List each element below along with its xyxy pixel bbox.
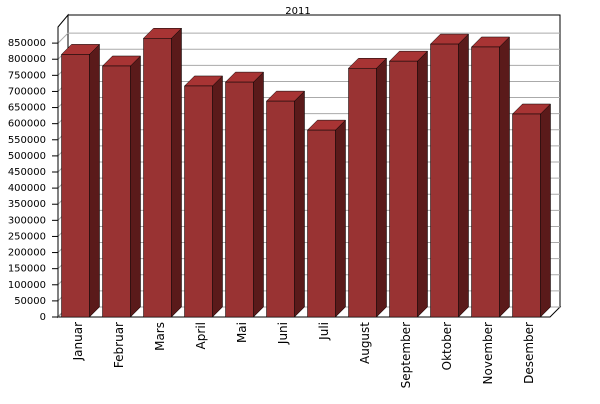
y-tick-label: 300000: [8, 215, 46, 226]
y-tick-label: 200000: [8, 248, 46, 259]
x-tick-label: Mai: [235, 322, 249, 343]
bar: [143, 38, 172, 318]
bar: [471, 46, 500, 318]
bar: [389, 60, 418, 318]
y-tick-label: 500000: [8, 151, 46, 162]
bar: [307, 129, 336, 318]
bar: [61, 54, 90, 318]
bar-side: [458, 33, 469, 318]
x-tick-label: Februar: [112, 322, 126, 368]
bar-side: [540, 103, 551, 318]
x-tick-label: Januar: [71, 322, 85, 361]
bar: [266, 100, 295, 318]
x-tick-label: Juli: [317, 322, 331, 341]
x-tick-label: April: [194, 322, 208, 349]
x-tick-label: September: [399, 322, 413, 388]
bar: [184, 85, 213, 318]
bar-side: [212, 75, 223, 318]
x-tick-label: Mars: [153, 322, 167, 351]
y-tick-label: 250000: [8, 231, 46, 242]
bar-side: [417, 50, 428, 318]
y-tick-label: 850000: [8, 38, 46, 49]
y-tick-label: 700000: [8, 86, 46, 97]
bar: [225, 81, 254, 318]
y-tick-label: 450000: [8, 167, 46, 178]
y-tick-label: 0: [40, 312, 46, 323]
bar-side: [499, 36, 510, 318]
bar-side: [376, 57, 387, 318]
bar: [102, 65, 131, 318]
bar-side: [130, 55, 141, 318]
grid-line: [57, 32, 69, 44]
bar-side: [171, 27, 182, 318]
y-tick-label: 750000: [8, 70, 46, 81]
x-tick-label: November: [481, 322, 495, 384]
chart-title: 2011: [285, 6, 310, 17]
bar: [348, 67, 377, 318]
bar: [512, 113, 541, 318]
y-tick-label: 50000: [14, 296, 46, 307]
y-tick-label: 100000: [8, 280, 46, 291]
y-tick-label: 350000: [8, 199, 46, 210]
x-tick-label: Desember: [522, 322, 536, 384]
x-tick-label: Oktober: [440, 322, 454, 370]
bar-side: [335, 119, 346, 318]
y-tick-label: 600000: [8, 119, 46, 130]
y-tick-label: 400000: [8, 183, 46, 194]
bar: [430, 43, 459, 318]
bar-side: [89, 43, 100, 318]
y-tick-label: 550000: [8, 135, 46, 146]
y-tick-label: 650000: [8, 103, 46, 114]
bar-side: [294, 90, 305, 318]
bar-side: [253, 71, 264, 318]
x-tick-label: Juni: [276, 322, 290, 345]
y-tick-label: 150000: [8, 264, 46, 275]
x-tick-label: August: [358, 322, 372, 364]
y-tick-label: 800000: [8, 54, 46, 65]
